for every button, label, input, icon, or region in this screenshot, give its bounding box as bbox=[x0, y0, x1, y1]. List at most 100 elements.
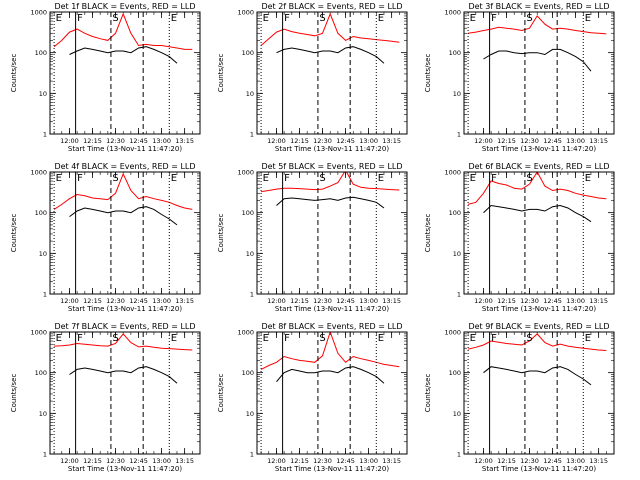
x-tick-label: 12:00 bbox=[60, 137, 79, 145]
marker-label: S bbox=[526, 173, 532, 184]
y-tick-label: 1000 bbox=[30, 329, 47, 337]
chart-panel-4: Det 4f BLACK = Events, RED = LLD 1 10 100 10… bbox=[10, 162, 201, 313]
x-tick-label: 12:15 bbox=[83, 457, 102, 465]
x-tick-label: 12:00 bbox=[267, 137, 286, 145]
y-tick-label: 100 bbox=[242, 369, 254, 377]
series-layer bbox=[53, 12, 193, 64]
series-line-events bbox=[69, 46, 178, 64]
x-tick-label: 12:15 bbox=[290, 297, 309, 305]
y-tick-label: 1000 bbox=[444, 169, 461, 177]
y-tick-label: 100 bbox=[449, 369, 461, 377]
series-line-lld bbox=[261, 172, 400, 193]
y-axis-label: Counts/sec bbox=[10, 54, 18, 93]
x-tick-label: 12:30 bbox=[106, 137, 125, 145]
x-tick-label: 12:30 bbox=[520, 457, 539, 465]
y-axis-label: Counts/sec bbox=[217, 54, 225, 93]
x-tick-label: 13:15 bbox=[589, 297, 608, 305]
y-axis-label: Counts/sec bbox=[10, 214, 18, 253]
x-tick-label: 12:45 bbox=[543, 457, 562, 465]
marker-label: E bbox=[171, 13, 177, 24]
plot-frame bbox=[256, 171, 408, 295]
y-tick-label: 1000 bbox=[30, 169, 47, 177]
y-tick-label: 100 bbox=[242, 209, 254, 217]
marker-label: S bbox=[112, 173, 118, 184]
series-layer bbox=[468, 15, 607, 72]
series-layer bbox=[467, 172, 607, 223]
y-tick-label: 1 bbox=[457, 451, 461, 459]
x-tick-label: 13:00 bbox=[359, 297, 378, 305]
y-tick-label: 100 bbox=[35, 369, 47, 377]
marker-label: E bbox=[470, 333, 476, 344]
x-tick-label: 13:15 bbox=[382, 297, 401, 305]
series-line-events bbox=[483, 48, 592, 72]
y-tick-label: 1 bbox=[43, 131, 47, 139]
x-axis-label: Start Time (13-Nov-11 11:47:20) bbox=[68, 305, 182, 313]
x-tick-label: 12:15 bbox=[290, 137, 309, 145]
x-tick-label: 13:00 bbox=[152, 457, 171, 465]
x-axis-label: Start Time (13-Nov-11 11:47:20) bbox=[482, 145, 596, 153]
series-layer bbox=[261, 172, 400, 209]
series-line-events bbox=[276, 196, 385, 209]
y-tick-label: 10 bbox=[453, 410, 461, 418]
x-axis-ticks: 12:00 12:15 12:30 12:45 13:00 13:15 bbox=[260, 12, 408, 145]
x-axis-label: Start Time (13-Nov-11 11:47:20) bbox=[68, 145, 182, 153]
marker-label: E bbox=[585, 13, 591, 24]
plot-frame bbox=[49, 171, 201, 295]
chart-title: Det 4f BLACK = Events, RED = LLD bbox=[54, 162, 195, 171]
marker-label: F bbox=[491, 13, 497, 24]
chart-panel-1: Det 1f BLACK = Events, RED = LLD 1 10 100 10… bbox=[10, 2, 201, 153]
y-axis-ticks: 1 10 100 1000 bbox=[30, 169, 200, 299]
marker-label: E bbox=[585, 173, 591, 184]
marker-label: E bbox=[263, 173, 269, 184]
x-tick-label: 13:15 bbox=[175, 137, 194, 145]
x-tick-label: 12:00 bbox=[267, 457, 286, 465]
y-tick-label: 1000 bbox=[237, 329, 254, 337]
marker-label: F bbox=[284, 13, 290, 24]
chart-title: Det 7f BLACK = Events, RED = LLD bbox=[54, 322, 195, 331]
x-tick-label: 12:45 bbox=[336, 137, 355, 145]
x-tick-label: 12:00 bbox=[474, 457, 493, 465]
y-axis-label: Counts/sec bbox=[424, 54, 432, 93]
series-line-lld bbox=[468, 15, 607, 35]
x-tick-label: 12:30 bbox=[106, 457, 125, 465]
x-tick-label: 12:00 bbox=[474, 137, 493, 145]
x-tick-label: 13:15 bbox=[175, 457, 194, 465]
y-tick-label: 10 bbox=[246, 410, 254, 418]
chart-panel-8: Det 8f BLACK = Events, RED = LLD 1 10 100 10… bbox=[217, 322, 408, 473]
marker-label: E bbox=[56, 333, 62, 344]
marker-label: E bbox=[171, 173, 177, 184]
series-layer bbox=[54, 333, 193, 384]
x-tick-label: 12:45 bbox=[129, 297, 148, 305]
x-tick-label: 12:30 bbox=[520, 297, 539, 305]
y-tick-label: 1 bbox=[250, 131, 254, 139]
marker-label: F bbox=[77, 13, 83, 24]
plot-frame bbox=[49, 11, 201, 135]
y-tick-label: 1000 bbox=[237, 169, 254, 177]
y-tick-label: 10 bbox=[246, 250, 254, 258]
y-axis-label: Counts/sec bbox=[424, 214, 432, 253]
chart-panel-5: Det 5f BLACK = Events, RED = LLD 1 10 100 10… bbox=[217, 162, 408, 313]
y-tick-label: 100 bbox=[242, 49, 254, 57]
x-axis-label: Start Time (13-Nov-11 11:47:20) bbox=[275, 305, 389, 313]
y-tick-label: 1000 bbox=[444, 329, 461, 337]
marker-label: F bbox=[284, 173, 290, 184]
x-tick-label: 12:30 bbox=[520, 137, 539, 145]
series-line-events bbox=[276, 46, 385, 64]
x-tick-label: 13:00 bbox=[152, 297, 171, 305]
y-tick-label: 10 bbox=[39, 90, 47, 98]
series-line-events bbox=[276, 366, 385, 384]
marker-label: S bbox=[112, 13, 118, 24]
y-tick-label: 1 bbox=[43, 291, 47, 299]
x-tick-label: 12:15 bbox=[290, 457, 309, 465]
y-axis-ticks: 1 10 100 1000 bbox=[30, 329, 200, 459]
marker-label: E bbox=[470, 13, 476, 24]
series-line-events bbox=[483, 204, 592, 223]
y-axis-ticks: 1 10 100 1000 bbox=[444, 169, 614, 299]
x-tick-label: 12:00 bbox=[60, 457, 79, 465]
